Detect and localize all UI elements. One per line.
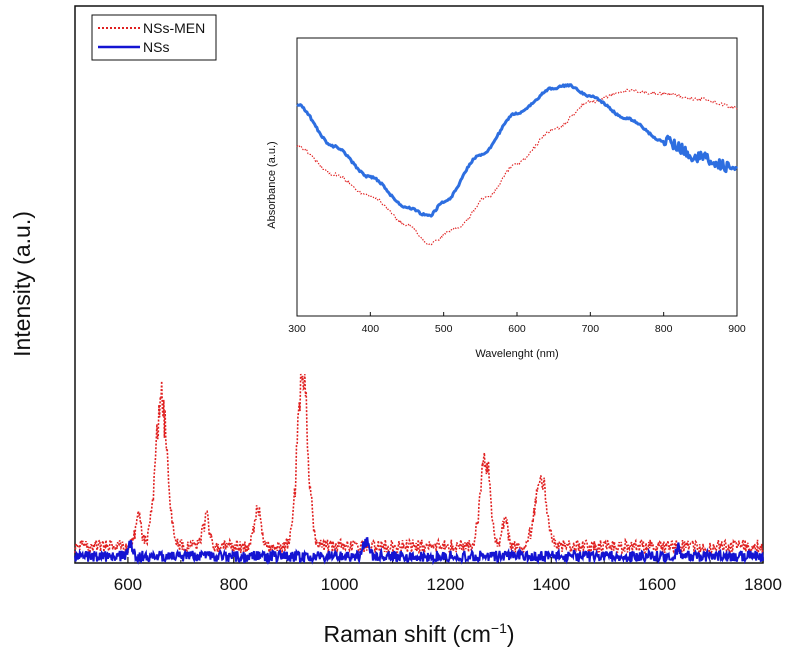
legend: NSs-MEN NSs [91,14,217,61]
main-x-tick-label: 800 [220,575,248,594]
inset-x-tick-label: 700 [582,323,600,335]
x-axis-title: Raman shift (cm−1) [323,620,514,647]
main-x-tick-label: 1000 [321,575,359,594]
y-axis-title: Intensity (a.u.) [9,211,35,357]
main-x-tick-label: 1200 [427,575,465,594]
inset-series-nss [296,83,739,218]
inset-y-axis-title: Absorbance (a.u.) [266,141,278,228]
main-x-tick-label: 1400 [532,575,570,594]
main-series-group [74,373,764,566]
inset-x-axis-title: Wavelenght (nm) [475,348,558,360]
main-series-nss-men [74,373,764,556]
inset-x-tick-label: 800 [655,323,673,335]
main-plot-frame [74,5,764,564]
legend-box [91,14,217,61]
legend-label-nss: NSs [143,39,169,55]
inset-x-tick-label: 500 [435,323,453,335]
inset-series-nss-men [296,88,738,246]
main-x-tick-label: 1600 [638,575,676,594]
main-x-tick-label: 1800 [744,575,782,594]
inset-x-tick-label: 300 [288,323,306,335]
inset-x-ticks: 300 400 500 600 700 800 900 [288,312,746,335]
inset-x-tick-label: 400 [362,323,380,335]
legend-label-nss-men: NSs-MEN [143,20,205,36]
inset-x-tick-label: 900 [728,323,746,335]
inset-series-group [296,83,739,246]
main-series-nss [74,536,764,566]
inset-plot-frame [296,37,738,317]
main-x-tick-label: 600 [114,575,142,594]
inset-x-tick-label: 600 [508,323,526,335]
